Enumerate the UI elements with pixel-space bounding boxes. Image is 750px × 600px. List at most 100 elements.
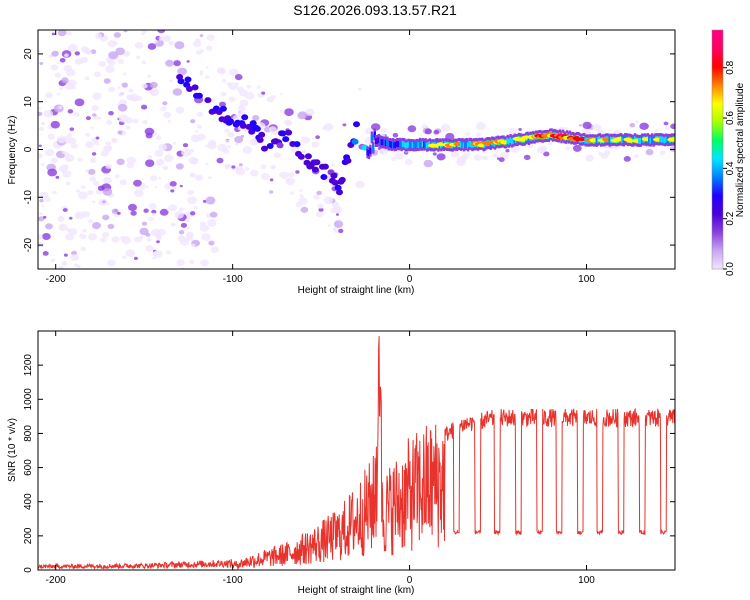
spectrogram-cell <box>42 251 49 256</box>
spectrogram-cell <box>168 204 178 212</box>
spectrogram-cell <box>327 224 331 227</box>
spectrogram-ridge-band <box>512 137 515 144</box>
spectrogram-cell <box>548 142 552 146</box>
spectrogram-cell <box>70 254 79 261</box>
spectrogram-cell <box>231 165 236 169</box>
spectrogram-ridge-band <box>414 142 417 149</box>
colorbar: 0.0 0.2 0.4 0.6 0.8 Normalized spectral ampl… <box>711 29 746 276</box>
spectrogram-ridge-band <box>384 140 388 147</box>
spectrogram-cell <box>238 163 243 167</box>
spectrogram-cell <box>476 132 481 137</box>
spectrogram-cell <box>111 208 119 215</box>
spectrogram-cell <box>207 219 217 227</box>
spectrogram-cell <box>170 189 175 193</box>
spectrogram-ridge-band <box>462 142 466 149</box>
spectrogram-cell <box>75 189 81 193</box>
spectrogram-cell <box>181 148 192 157</box>
spectrogram-cell <box>271 95 276 99</box>
spectrogram-x-tick-label: 0 <box>407 274 413 285</box>
spectrogram-cell <box>80 246 86 252</box>
spectrogram-ridge-cell <box>184 76 192 83</box>
spectrogram-cell <box>318 207 324 212</box>
spectrogram-ridge-band <box>652 137 655 144</box>
spectrogram-cell <box>107 259 116 267</box>
spectrogram-ridge-cell <box>304 153 312 160</box>
spectrogram-cell <box>74 98 85 107</box>
spectrogram-cell <box>598 152 603 156</box>
spectrogram-cell <box>58 265 64 269</box>
spectrogram-cell <box>38 107 42 110</box>
spectrogram-ridge-band <box>370 134 374 141</box>
spectrogram-cell <box>85 132 91 137</box>
spectrogram-cell <box>98 61 107 68</box>
spectrogram-cell <box>663 121 669 126</box>
spectrogram-cell <box>199 49 204 53</box>
spectrogram-cell <box>164 154 174 162</box>
spectrogram-ridge-peak <box>668 137 675 142</box>
spectrogram-cell <box>145 159 155 167</box>
snr-y-tick-label: 400 <box>23 493 34 510</box>
spectrogram-cell <box>316 190 322 196</box>
spectrogram-cell <box>133 179 142 187</box>
spectrogram-ridge-band <box>410 142 413 148</box>
spectrogram-ridge-band <box>527 136 531 142</box>
spectrogram-ridge-band <box>416 142 419 148</box>
spectrogram-cell <box>74 263 78 267</box>
spectrogram-cell <box>103 177 112 184</box>
spectrogram-cell <box>158 143 167 151</box>
spectrogram-cell <box>333 220 344 228</box>
spectrogram-cell <box>67 137 77 144</box>
spectrogram-cell <box>330 207 338 214</box>
spectrogram-cell <box>107 223 115 230</box>
spectrogram-cell <box>50 157 58 164</box>
spectrogram-cell <box>165 59 174 67</box>
spectrogram-cell <box>287 172 295 178</box>
spectrogram-cell <box>160 106 167 112</box>
spectrogram-cell <box>119 179 127 186</box>
snr-y-tick-label: 600 <box>23 459 34 476</box>
spectrogram-cell <box>190 211 196 216</box>
spectrogram-cell <box>436 153 446 161</box>
spectrogram-cell <box>66 31 72 36</box>
spectrogram-ridge-band <box>424 141 427 148</box>
spectrogram-ridge-band <box>407 141 410 148</box>
snr-y-tick-label: 200 <box>23 527 34 544</box>
spectrogram-cell <box>94 71 101 78</box>
spectrogram-cell <box>88 233 97 241</box>
spectrogram-cell <box>634 154 639 158</box>
spectrogram-cell <box>147 74 152 78</box>
spectrogram-cell <box>207 141 217 150</box>
spectrogram-cell <box>244 91 255 100</box>
spectrogram-cell <box>585 154 594 162</box>
spectrogram-ridge-band <box>418 140 422 147</box>
spectrogram-cell <box>43 109 54 118</box>
spectrogram-cell <box>141 83 148 89</box>
spectrogram-cell <box>167 119 171 123</box>
spectrogram-ridge-band <box>397 141 400 148</box>
spectrogram-cell <box>179 207 184 212</box>
spectrogram-cell <box>65 181 71 186</box>
spectrogram-cell <box>63 253 68 257</box>
spectrogram-cell <box>216 157 224 164</box>
spectrogram-ridge-band <box>509 137 512 143</box>
spectrogram-ridge-band <box>506 137 509 144</box>
spectrogram-cell <box>269 190 274 194</box>
spectrogram-cell <box>156 240 160 244</box>
spectrogram-y-tick-label: 10 <box>23 96 34 108</box>
spectrogram-cell <box>111 139 116 143</box>
spectrogram-cell <box>279 92 283 96</box>
spectrogram-cell <box>200 259 210 267</box>
colorbar-tick-label: 0.0 <box>725 262 736 276</box>
spectrogram-cell <box>79 56 89 64</box>
spectrogram-cell <box>300 136 310 144</box>
spectrogram-cell <box>235 142 239 146</box>
spectrogram-cell <box>38 111 43 116</box>
spectrogram-cell <box>149 81 158 89</box>
spectrogram-cell <box>196 111 204 117</box>
spectrogram-cell <box>173 60 181 67</box>
spectrogram-ridge-cell <box>249 120 257 127</box>
spectrogram-cell <box>41 205 45 208</box>
spectrogram-ridge-cell <box>293 141 301 148</box>
spectrogram-ridge-band <box>411 142 415 149</box>
spectrogram-ridge-band <box>421 141 424 148</box>
